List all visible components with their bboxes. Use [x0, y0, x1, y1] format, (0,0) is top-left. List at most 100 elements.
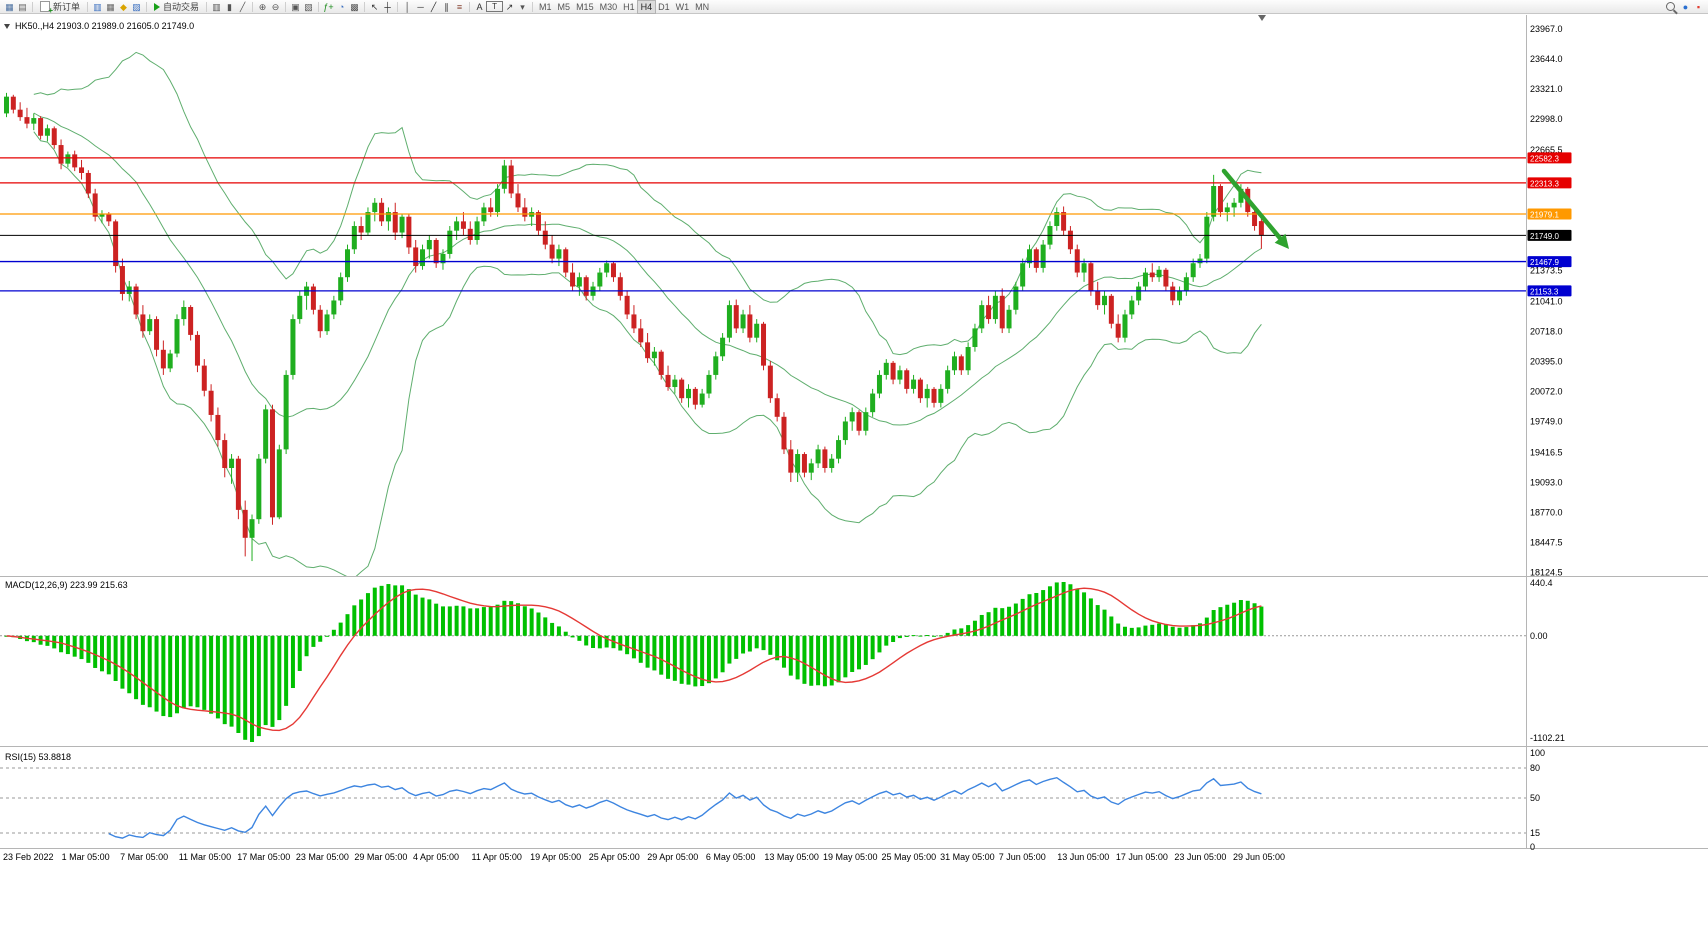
- trend-arrow-annotation[interactable]: [1221, 168, 1289, 249]
- profiles-icon[interactable]: ▤: [18, 1, 27, 12]
- svg-text:21749.0: 21749.0: [1530, 232, 1559, 241]
- svg-text:23 Feb 2022: 23 Feb 2022: [3, 852, 54, 862]
- svg-text:19 May 05:00: 19 May 05:00: [823, 852, 878, 862]
- macd-signal-line: [6, 587, 1262, 732]
- one-click-collapse-icon[interactable]: [4, 24, 10, 29]
- svg-text:-1102.21: -1102.21: [1530, 733, 1565, 743]
- macd-indicator-label: MACD(12,26,9) 223.99 215.63: [5, 580, 128, 590]
- templates-icon[interactable]: ▩: [350, 1, 359, 12]
- price-tag-22582.3[interactable]: 22582.3: [1527, 152, 1572, 164]
- timeframe-h4[interactable]: H4: [636, 0, 657, 14]
- rsi-line: [108, 776, 1262, 839]
- search-icon[interactable]: [1666, 2, 1675, 11]
- svg-text:22665.5: 22665.5: [1530, 145, 1563, 155]
- svg-text:23321.0: 23321.0: [1530, 84, 1563, 94]
- line-chart-icon[interactable]: ╱: [239, 1, 246, 12]
- svg-text:21041.0: 21041.0: [1530, 296, 1563, 306]
- tile-windows-icon[interactable]: ▣: [291, 1, 300, 12]
- price-tag-21979.1[interactable]: 21979.1: [1527, 208, 1572, 220]
- svg-text:23644.0: 23644.0: [1530, 54, 1563, 64]
- timeframe-h1[interactable]: H1: [623, 1, 635, 12]
- navigator-icon[interactable]: ◆: [120, 1, 127, 12]
- svg-text:4 Apr 05:00: 4 Apr 05:00: [413, 852, 459, 862]
- market-watch-icon[interactable]: ▥: [93, 1, 102, 12]
- timeframe-mn[interactable]: MN: [695, 1, 710, 12]
- svg-text:21979.1: 21979.1: [1530, 211, 1559, 220]
- timeframe-m30[interactable]: M30: [599, 1, 618, 12]
- price-tag-22313.3[interactable]: 22313.3: [1527, 177, 1572, 189]
- svg-text:20718.0: 20718.0: [1530, 326, 1563, 336]
- svg-text:100: 100: [1530, 748, 1545, 758]
- svg-text:18447.5: 18447.5: [1530, 538, 1563, 548]
- data-window-icon[interactable]: ▦: [106, 1, 115, 12]
- timeframe-m1[interactable]: M1: [539, 1, 552, 12]
- svg-text:25 May 05:00: 25 May 05:00: [882, 852, 937, 862]
- svg-text:22313.3: 22313.3: [1530, 179, 1559, 188]
- svg-text:7 Jun 05:00: 7 Jun 05:00: [999, 852, 1046, 862]
- fibonacci-icon[interactable]: ≡: [456, 1, 463, 12]
- timeframe-m5[interactable]: M5: [557, 1, 571, 12]
- timeframe-w1[interactable]: W1: [675, 1, 690, 12]
- auto-trading-button[interactable]: 自动交易: [150, 1, 203, 13]
- svg-text:20072.0: 20072.0: [1530, 386, 1563, 396]
- svg-text:21153.3: 21153.3: [1530, 287, 1559, 296]
- cascade-windows-icon[interactable]: ▧: [304, 1, 313, 12]
- svg-text:13 May 05:00: 13 May 05:00: [764, 852, 819, 862]
- svg-text:7 Mar 05:00: 7 Mar 05:00: [120, 852, 168, 862]
- indicators-icon[interactable]: ƒ+: [323, 1, 334, 12]
- price-tag-21153.3[interactable]: 21153.3: [1527, 285, 1572, 297]
- text-label-icon[interactable]: T: [486, 1, 504, 12]
- terminal-icon[interactable]: ▨: [132, 1, 141, 12]
- play-icon: [154, 2, 161, 11]
- bollinger-bands: [33, 51, 1262, 576]
- crosshair-icon[interactable]: ┼: [384, 1, 391, 12]
- cursor-icon[interactable]: ↖: [370, 1, 379, 12]
- zoom-in-icon[interactable]: ⊕: [258, 1, 267, 12]
- equidistant-channel-icon[interactable]: ∥: [444, 1, 449, 12]
- timeframe-m15[interactable]: M15: [576, 1, 594, 12]
- chart-title: HK50.,H4 21903.0 21989.0 21605.0 21749.0: [15, 21, 194, 31]
- text-icon[interactable]: A: [476, 1, 483, 12]
- svg-text:21467.9: 21467.9: [1530, 258, 1559, 267]
- chart-shift-marker[interactable]: [1258, 15, 1266, 21]
- svg-text:23 Jun 05:00: 23 Jun 05:00: [1174, 852, 1226, 862]
- svg-text:19 Apr 05:00: 19 Apr 05:00: [530, 852, 581, 862]
- dropdown-arrow-icon[interactable]: ▾: [520, 1, 525, 12]
- svg-text:17 Jun 05:00: 17 Jun 05:00: [1116, 852, 1168, 862]
- arrows-icon[interactable]: ↗: [505, 1, 514, 12]
- svg-text:15: 15: [1530, 828, 1540, 838]
- new-chart-icon[interactable]: ▦: [5, 1, 14, 12]
- price-tag-21749.0[interactable]: 21749.0: [1527, 229, 1572, 241]
- rsi-indicator-label: RSI(15) 53.8818: [5, 752, 72, 762]
- horizontal-line-icon[interactable]: ─: [417, 1, 424, 12]
- alert-icon[interactable]: ▪: [1696, 1, 1701, 12]
- svg-text:19749.0: 19749.0: [1530, 417, 1563, 427]
- svg-text:440.4: 440.4: [1530, 578, 1553, 588]
- svg-text:31 May 05:00: 31 May 05:00: [940, 852, 995, 862]
- price-tag-21467.9[interactable]: 21467.9: [1527, 256, 1572, 268]
- macd-axis-labels: 440.4 0.00 -1102.21: [1530, 578, 1565, 743]
- candlestick-chart-icon[interactable]: ▮: [227, 1, 232, 12]
- svg-text:50: 50: [1530, 793, 1540, 803]
- trendline-icon[interactable]: ╱: [430, 1, 437, 12]
- bar-chart-icon[interactable]: ▥: [212, 1, 221, 12]
- community-icon[interactable]: ●: [1682, 1, 1689, 12]
- svg-text:29 Mar 05:00: 29 Mar 05:00: [354, 852, 407, 862]
- svg-text:0: 0: [1530, 842, 1535, 852]
- new-order-label: 新订单: [53, 2, 81, 12]
- main-toolbar: ▦ ▤ 新订单 ▥ ▦ ◆ ▨ 自动交易 ▥ ▮ ╱ ⊕ ⊖ ▣ ▧ ƒ+ ◔ ▩ ↖ ┼ │ ─ ╱ ∥ ≡ AT↗ ▾ M1 M5 M…: [0, 0, 1708, 15]
- vertical-line-icon[interactable]: │: [404, 1, 411, 12]
- zoom-out-icon[interactable]: ⊖: [271, 1, 280, 12]
- timeframe-d1[interactable]: D1: [658, 1, 670, 12]
- new-order-button[interactable]: 新订单: [36, 1, 84, 15]
- svg-text:0.00: 0.00: [1530, 631, 1548, 641]
- svg-text:20395.0: 20395.0: [1530, 356, 1563, 366]
- auto-trading-label: 自动交易: [163, 2, 200, 12]
- svg-text:18770.0: 18770.0: [1530, 508, 1563, 518]
- rsi-axis-labels: 100 80 50 15 0: [1530, 748, 1545, 852]
- svg-text:25 Apr 05:00: 25 Apr 05:00: [589, 852, 640, 862]
- period-icon[interactable]: ◔: [338, 1, 345, 12]
- new-order-icon: [40, 1, 53, 15]
- svg-text:21373.5: 21373.5: [1530, 265, 1563, 275]
